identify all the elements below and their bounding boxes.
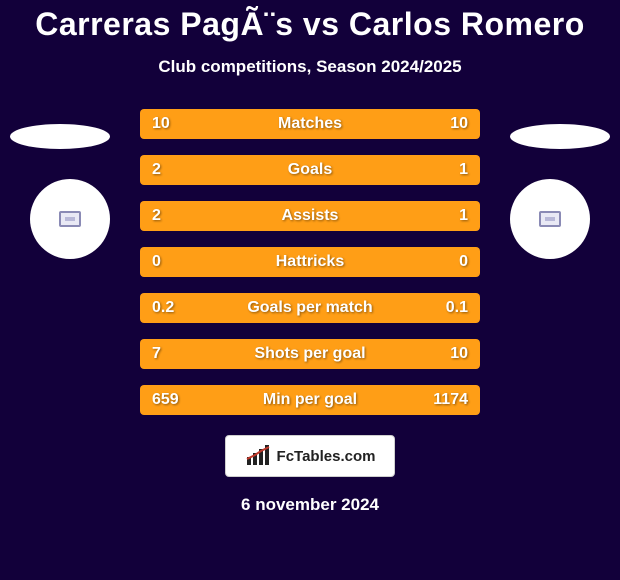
player-right-shadow	[510, 124, 610, 149]
stat-row: 710Shots per goal	[140, 339, 480, 369]
fctables-logo-text: FcTables.com	[277, 448, 376, 465]
stat-label: Goals per match	[140, 293, 480, 323]
stat-label: Min per goal	[140, 385, 480, 415]
bar-chart-icon	[245, 445, 273, 467]
player-left-avatar	[30, 179, 110, 259]
avatar-placeholder-icon	[59, 211, 81, 227]
page-title: Carreras PagÃ¨s vs Carlos Romero	[0, 0, 620, 43]
stat-label: Goals	[140, 155, 480, 185]
stat-row: 1010Matches	[140, 109, 480, 139]
player-left-shadow	[10, 124, 110, 149]
stat-row: 21Goals	[140, 155, 480, 185]
stat-row: 0.20.1Goals per match	[140, 293, 480, 323]
avatar-placeholder-icon	[539, 211, 561, 227]
stat-label: Matches	[140, 109, 480, 139]
stats-container: 1010Matches 21Goals 21Assists 00Hattricks 0.…	[140, 109, 480, 415]
fctables-logo[interactable]: FcTables.com	[225, 435, 395, 477]
player-right-avatar	[510, 179, 590, 259]
page-date: 6 november 2024	[0, 495, 620, 515]
stat-row: 21Assists	[140, 201, 480, 231]
stat-label: Assists	[140, 201, 480, 231]
stat-row: 00Hattricks	[140, 247, 480, 277]
page-subtitle: Club competitions, Season 2024/2025	[0, 57, 620, 77]
stat-row: 6591174Min per goal	[140, 385, 480, 415]
stat-label: Hattricks	[140, 247, 480, 277]
stat-label: Shots per goal	[140, 339, 480, 369]
